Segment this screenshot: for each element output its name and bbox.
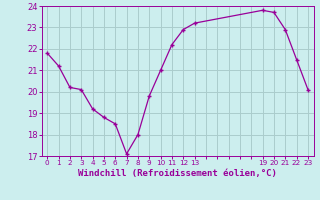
X-axis label: Windchill (Refroidissement éolien,°C): Windchill (Refroidissement éolien,°C): [78, 169, 277, 178]
